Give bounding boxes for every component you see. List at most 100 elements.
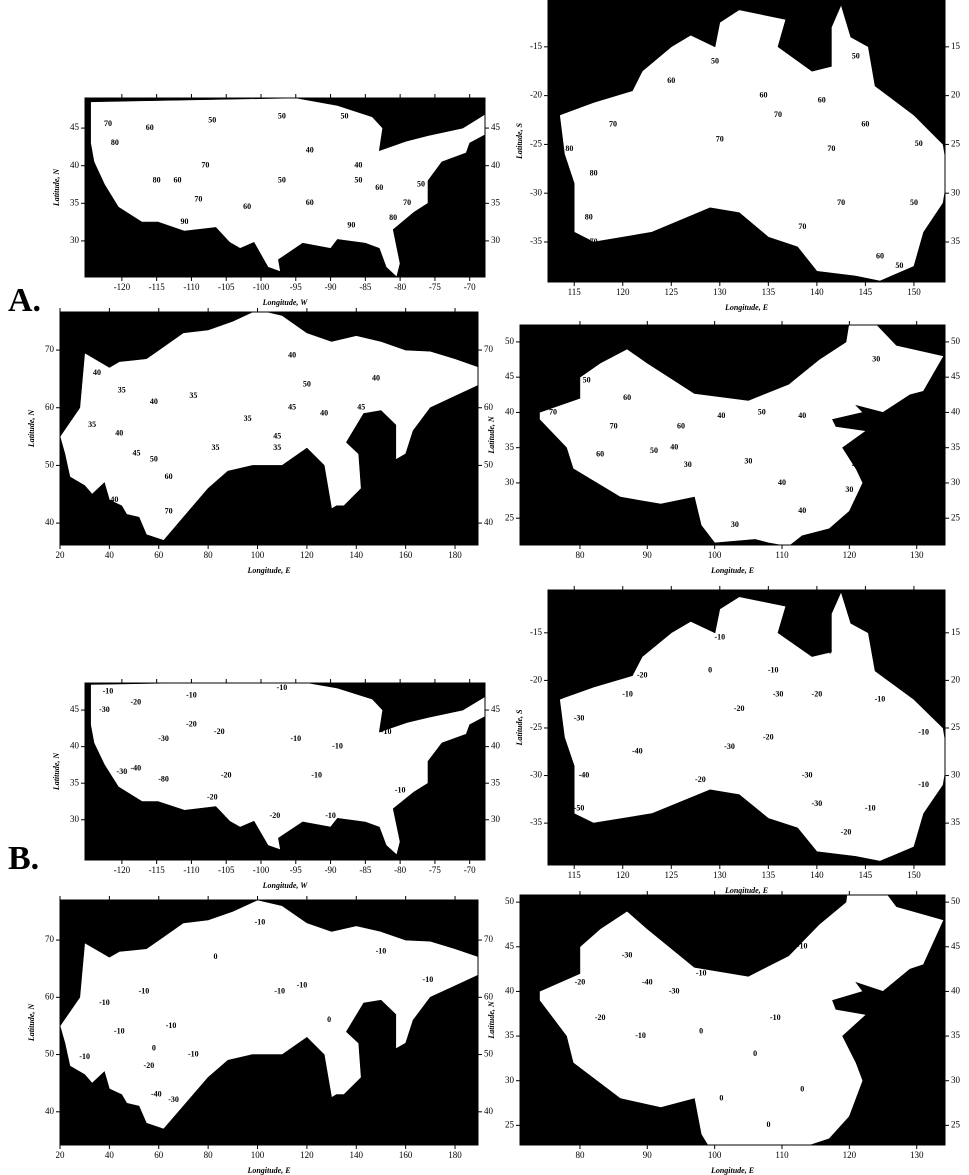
x-tick-label: -90: [325, 282, 337, 292]
contour-label: 0: [327, 1015, 331, 1024]
y-tick-label: -15: [530, 41, 542, 51]
x-axis-title: Longitude, E: [246, 1166, 290, 1175]
contour-label: 40: [306, 145, 314, 154]
contour-label: -30: [802, 770, 813, 779]
contour-label: 50: [278, 176, 286, 185]
x-tick-label: 140: [350, 550, 364, 560]
contour-label: -10: [714, 632, 725, 641]
contour-label: 90: [347, 221, 355, 230]
x-tick-label: 60: [154, 1150, 164, 1160]
y-tick-label: 50: [505, 336, 515, 346]
contour-label: -10: [79, 1052, 90, 1061]
y-tick-label: 30: [505, 1075, 515, 1085]
contour-label: -10: [918, 728, 929, 737]
contour-label: 30: [684, 460, 692, 469]
y-tick-label: 60: [45, 991, 55, 1001]
y-tick-label: 40: [491, 741, 501, 751]
x-tick-label: 100: [251, 1150, 265, 1160]
contour-label: 70: [549, 407, 557, 416]
x-tick-label: -70: [464, 865, 476, 875]
map-panel: -10-30-20-10-10-20-30-20-10-10-10-30-40-…: [85, 681, 491, 860]
contour-label: 0: [800, 1084, 804, 1093]
contour-label: -30: [622, 951, 633, 960]
contour-label: -20: [595, 1013, 606, 1022]
y-tick-label: 40: [951, 406, 961, 416]
y-tick-label: 40: [491, 160, 501, 170]
contour-label: -20: [221, 771, 232, 780]
x-axis-title: Longitude, E: [724, 303, 768, 312]
y-axis-title: Latitude, N: [27, 409, 36, 449]
x-tick-label: -115: [149, 282, 166, 292]
contour-label: 45: [133, 449, 141, 458]
y-tick-label: 40: [45, 1106, 55, 1116]
y-tick-label: 35: [951, 442, 961, 452]
map-panel: 70506070605060405040304030304040403030: [520, 317, 945, 546]
x-tick-label: 120: [843, 550, 857, 560]
contour-label: -40: [130, 763, 141, 772]
contour-label: 0: [753, 1049, 757, 1058]
y-tick-label: 50: [484, 459, 494, 469]
contour-label: 60: [596, 450, 604, 459]
contour-label: 40: [852, 460, 860, 469]
contour-label: 30: [872, 354, 880, 363]
x-tick-label: -95: [290, 865, 302, 875]
contour-label: 40: [778, 478, 786, 487]
contour-label: -30: [724, 742, 735, 751]
contour-label: -20: [575, 977, 586, 986]
contour-label: -20: [763, 732, 774, 741]
contour-label: 35: [88, 420, 96, 429]
x-tick-label: -80: [394, 865, 406, 875]
x-tick-label: -85: [359, 282, 371, 292]
contour-label: 0: [895, 897, 899, 906]
contour-label: 35: [118, 385, 126, 394]
y-axis-title: Latitude, S: [515, 122, 524, 160]
x-tick-label: -105: [218, 282, 235, 292]
contour-label: 35: [212, 443, 220, 452]
x-tick-label: 100: [251, 550, 265, 560]
x-tick-label: -90: [325, 865, 337, 875]
contour-label: -30: [99, 705, 110, 714]
contour-label: 80: [389, 213, 397, 222]
y-axis-title: Latitude, N: [487, 415, 496, 455]
contour-label: 0: [868, 1067, 872, 1076]
contour-label: 60: [876, 251, 884, 260]
x-tick-label: 160: [399, 1150, 413, 1160]
y-tick-label: 45: [505, 371, 515, 381]
panel-label: B.: [8, 840, 39, 877]
contour-label: -10: [332, 741, 343, 750]
y-tick-label: 40: [45, 517, 55, 527]
contour-label: -10: [696, 968, 707, 977]
y-tick-label: -20: [530, 90, 542, 100]
contour-label: -30: [812, 799, 823, 808]
contour-label: -20: [841, 827, 852, 836]
contour-label: 50: [340, 112, 348, 121]
contour-label: 40: [670, 443, 678, 452]
x-tick-label: -85: [359, 865, 371, 875]
contour-label: -20: [130, 698, 141, 707]
x-tick-label: 40: [105, 1150, 115, 1160]
contour-label: 0: [719, 1093, 723, 1102]
y-tick-label: 50: [484, 1049, 494, 1059]
contour-label: 70: [716, 134, 724, 143]
y-tick-label: 25: [951, 722, 961, 732]
y-tick-label: 35: [505, 442, 515, 452]
contour-label: 70: [827, 144, 835, 153]
y-tick-label: -25: [530, 138, 542, 148]
contour-label: 40: [813, 27, 821, 36]
y-tick-label: 45: [491, 122, 501, 132]
x-tick-label: 180: [448, 550, 462, 560]
y-tick-label: -35: [530, 236, 542, 246]
y-tick-label: 70: [484, 344, 494, 354]
y-axis-title: Latitude, N: [487, 1000, 496, 1040]
y-tick-label: 40: [505, 406, 515, 416]
contour-label: 40: [288, 351, 296, 360]
y-tick-label: -25: [530, 722, 542, 732]
contour-label: 50: [278, 112, 286, 121]
contour-label: 60: [146, 123, 154, 132]
x-tick-label: 120: [616, 870, 630, 880]
y-tick-label: 70: [484, 934, 494, 944]
contour-label: 50: [208, 115, 216, 124]
contour-label: -10: [770, 1013, 781, 1022]
x-tick-label: 60: [154, 550, 164, 560]
